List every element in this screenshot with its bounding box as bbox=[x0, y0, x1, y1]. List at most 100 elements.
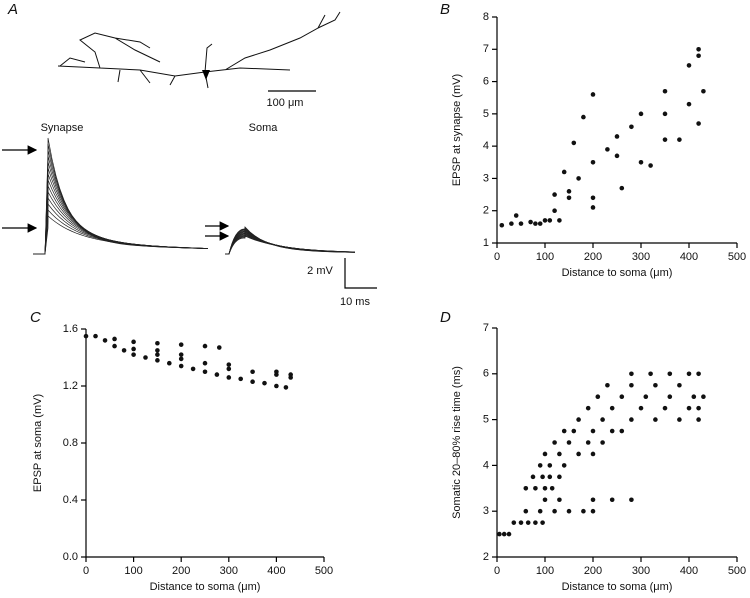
point bbox=[566, 195, 572, 201]
point bbox=[701, 88, 706, 94]
point bbox=[581, 114, 586, 120]
point bbox=[202, 369, 208, 375]
point bbox=[590, 195, 596, 201]
point bbox=[662, 405, 668, 411]
scale-bar bbox=[344, 258, 377, 289]
point bbox=[561, 463, 567, 468]
trace bbox=[33, 143, 209, 255]
point bbox=[557, 497, 562, 503]
point bbox=[648, 163, 653, 168]
neuron-drawing bbox=[57, 11, 341, 89]
point bbox=[226, 375, 232, 380]
scale-label: 100 μm bbox=[267, 97, 304, 109]
y-axis-label: EPSP at soma (mV) bbox=[32, 394, 44, 492]
point bbox=[566, 189, 572, 194]
point bbox=[552, 192, 557, 197]
y-axis-label: Somatic 20–80% rise time (ms) bbox=[451, 366, 463, 519]
axis-line bbox=[496, 328, 737, 558]
point bbox=[662, 88, 668, 94]
trace bbox=[33, 202, 209, 255]
point bbox=[638, 111, 644, 117]
point bbox=[691, 394, 697, 400]
point bbox=[533, 221, 538, 226]
point bbox=[238, 376, 243, 382]
point bbox=[662, 111, 668, 117]
point bbox=[542, 497, 548, 503]
point bbox=[518, 520, 524, 525]
y-tick-label: 4 bbox=[483, 140, 489, 152]
point bbox=[605, 147, 610, 152]
y-tick-label: 0.0 bbox=[63, 551, 78, 563]
y-tick-label: 1 bbox=[483, 237, 489, 249]
trace bbox=[33, 149, 209, 255]
y-tick-label: 6 bbox=[483, 75, 489, 87]
point bbox=[696, 371, 701, 377]
x-tick-label: 300 bbox=[632, 565, 650, 577]
x-tick-label: 500 bbox=[728, 251, 746, 263]
point bbox=[537, 508, 543, 514]
point bbox=[677, 382, 682, 388]
y-tick-label: 1.2 bbox=[63, 380, 78, 392]
point bbox=[552, 440, 557, 445]
y-tick-label: 5 bbox=[483, 108, 489, 120]
point bbox=[638, 405, 644, 411]
point bbox=[547, 218, 553, 223]
point bbox=[542, 451, 548, 457]
point bbox=[112, 343, 117, 349]
point bbox=[557, 451, 562, 457]
point bbox=[557, 474, 562, 480]
x-tick-label: 0 bbox=[494, 251, 500, 263]
point bbox=[250, 369, 255, 375]
traces bbox=[33, 137, 356, 255]
trace-label: Soma bbox=[249, 122, 279, 134]
x-tick-label: 400 bbox=[267, 565, 285, 577]
point bbox=[590, 205, 596, 210]
x-tick-label: 200 bbox=[584, 251, 602, 263]
y-tick-label: 3 bbox=[483, 505, 489, 517]
point bbox=[629, 497, 634, 503]
point bbox=[190, 366, 196, 372]
trace-label: Synapse bbox=[41, 122, 84, 134]
point bbox=[274, 383, 279, 389]
point bbox=[523, 486, 529, 491]
point bbox=[509, 221, 514, 226]
x-tick-label: 200 bbox=[172, 565, 190, 577]
point bbox=[202, 360, 208, 366]
point bbox=[576, 451, 581, 457]
trace bbox=[225, 235, 356, 255]
point bbox=[131, 352, 136, 357]
point bbox=[262, 380, 267, 386]
x-axis-label: Distance to soma (μm) bbox=[150, 581, 261, 593]
point bbox=[614, 134, 620, 139]
point bbox=[614, 153, 620, 159]
panel-letter: C bbox=[30, 309, 41, 326]
trace bbox=[33, 215, 209, 255]
scale-label: 10 ms bbox=[340, 296, 370, 308]
x-tick-label: 500 bbox=[315, 565, 333, 577]
y-tick-label: 5 bbox=[483, 414, 489, 426]
point bbox=[83, 333, 89, 339]
point bbox=[653, 417, 658, 422]
point bbox=[102, 338, 108, 343]
point bbox=[686, 405, 692, 411]
point bbox=[619, 185, 625, 191]
y-tick-label: 3 bbox=[483, 172, 489, 184]
point bbox=[143, 355, 148, 360]
x-tick-label: 0 bbox=[83, 565, 89, 577]
point bbox=[600, 440, 605, 445]
x-axis-label: Distance to soma (μm) bbox=[562, 267, 673, 279]
point bbox=[557, 218, 562, 223]
point bbox=[629, 382, 634, 388]
point bbox=[283, 385, 289, 390]
point bbox=[609, 428, 615, 434]
point bbox=[513, 213, 519, 218]
y-axis-label: EPSP at synapse (mV) bbox=[451, 74, 463, 186]
point bbox=[638, 159, 644, 165]
panel-letter: D bbox=[440, 309, 451, 326]
x-tick-label: 400 bbox=[680, 251, 698, 263]
x-tick-label: 300 bbox=[220, 565, 238, 577]
point bbox=[226, 366, 232, 372]
point bbox=[686, 101, 692, 107]
x-axis-label: Distance to soma (μm) bbox=[562, 581, 673, 593]
